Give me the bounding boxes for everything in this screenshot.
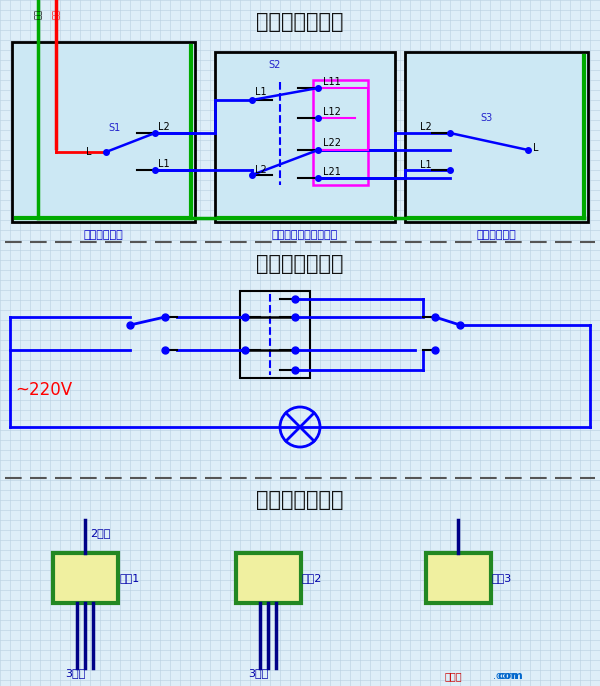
Text: L2: L2 bbox=[158, 122, 170, 132]
Bar bbox=[405, 52, 588, 222]
Bar bbox=[215, 52, 395, 222]
Bar bbox=[240, 291, 310, 378]
Bar bbox=[12, 42, 195, 222]
Text: S2: S2 bbox=[268, 60, 280, 70]
Text: L12: L12 bbox=[323, 107, 341, 117]
Bar bbox=[313, 80, 368, 185]
Text: 火线: 火线 bbox=[52, 9, 61, 19]
Text: L: L bbox=[86, 147, 91, 157]
Text: S1: S1 bbox=[108, 123, 120, 133]
Text: 3根线: 3根线 bbox=[65, 668, 85, 678]
Text: 中途开关（三控开关）: 中途开关（三控开关） bbox=[272, 230, 338, 240]
Text: 三控开关原理图: 三控开关原理图 bbox=[256, 254, 344, 274]
Text: 单开双控开关: 单开双控开关 bbox=[83, 230, 123, 240]
Text: L21: L21 bbox=[323, 167, 341, 177]
Text: 2根线: 2根线 bbox=[90, 528, 110, 538]
Bar bbox=[236, 553, 301, 603]
Text: 开关2: 开关2 bbox=[302, 573, 322, 583]
Text: 单开双控开关: 单开双控开关 bbox=[476, 230, 516, 240]
Text: com: com bbox=[498, 671, 524, 681]
Text: 接线图: 接线图 bbox=[445, 671, 463, 681]
Text: 三控开关布线图: 三控开关布线图 bbox=[256, 490, 344, 510]
Text: L1: L1 bbox=[255, 87, 266, 97]
Text: L: L bbox=[533, 143, 539, 153]
Text: L11: L11 bbox=[323, 77, 341, 87]
Text: L2: L2 bbox=[420, 122, 432, 132]
Text: 相线: 相线 bbox=[34, 9, 43, 19]
Text: .com: .com bbox=[493, 671, 517, 681]
Text: 开关1: 开关1 bbox=[119, 573, 139, 583]
Text: ~220V: ~220V bbox=[15, 381, 72, 399]
Text: 开关3: 开关3 bbox=[492, 573, 512, 583]
Text: L1: L1 bbox=[158, 159, 170, 169]
Text: L2: L2 bbox=[255, 165, 267, 175]
Text: L22: L22 bbox=[323, 138, 341, 148]
Bar bbox=[426, 553, 491, 603]
Text: S3: S3 bbox=[480, 113, 492, 123]
Text: L1: L1 bbox=[420, 160, 431, 170]
Text: 三控开关接线图: 三控开关接线图 bbox=[256, 12, 344, 32]
Text: 3根线: 3根线 bbox=[248, 668, 268, 678]
Bar bbox=[53, 553, 118, 603]
